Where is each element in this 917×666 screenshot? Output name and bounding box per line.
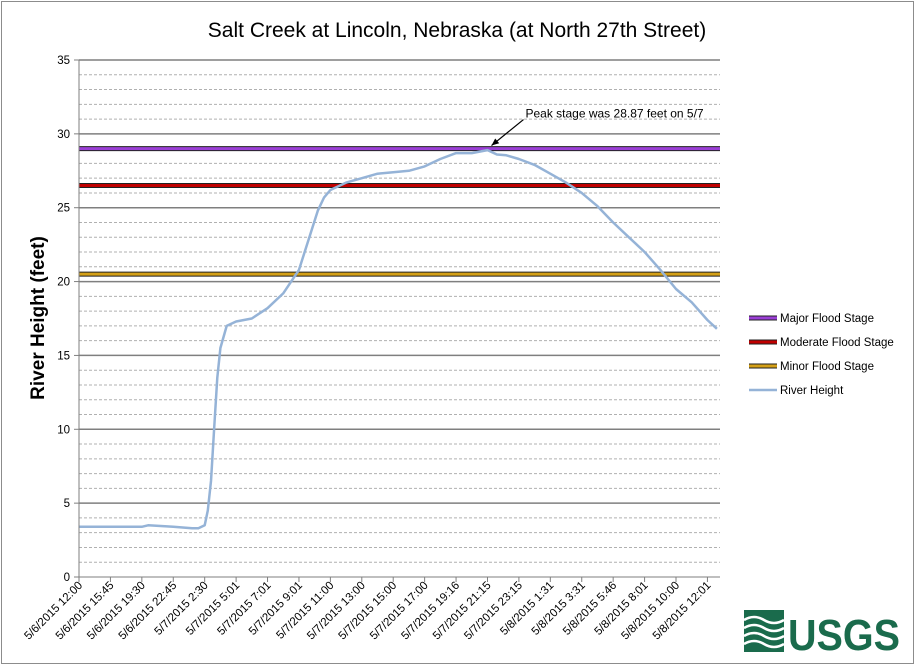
y-tick-label: 5 [64,498,70,510]
usgs-logo: USGS [743,610,900,660]
series-line-river-height [79,148,718,530]
legend-label: River Height [780,385,844,397]
flood-stage-lines [79,146,720,277]
y-tick-label: 30 [57,129,70,141]
y-tick-label: 25 [57,203,70,215]
y-tick-label: 10 [57,424,70,436]
legend-label: Major Flood Stage [780,313,874,325]
x-tick-labels: 5/6/2015 12:005/6/2015 15:455/6/2015 19:… [22,580,713,643]
x-tick-label: 5/8/2015 12:01 [651,580,714,643]
y-axis-label: River Height (feet) [28,236,49,400]
usgs-logo-text: USGS [788,611,900,660]
annotation-text: Peak stage was 28.87 feet on 5/7 [525,107,703,121]
legend: Major Flood Stage Moderate Flood Stage Min… [749,313,894,397]
usgs-logo-waves [743,615,785,649]
y-tick-label: 20 [57,277,70,289]
grid [79,59,720,563]
y-tick-labels: 0 5 10 15 20 25 30 35 [57,55,70,584]
annotation-arrowhead [491,138,500,146]
chart-title: Salt Creek at Lincoln, Nebraska (at Nort… [208,19,706,42]
axes [74,59,720,582]
legend-label: Minor Flood Stage [780,361,874,373]
y-tick-label: 0 [64,572,70,584]
series-layer [79,148,718,530]
y-tick-label: 35 [57,55,70,67]
annotations: Peak stage was 28.87 feet on 5/7 [491,107,704,147]
legend-label: Moderate Flood Stage [780,337,894,349]
y-tick-label: 15 [57,350,70,362]
